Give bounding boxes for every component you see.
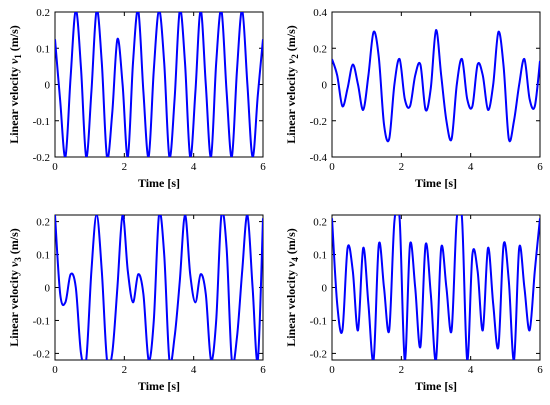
y-axis-label-suffix-4: (m/s) xyxy=(284,228,298,257)
y-tick-label-1-0: -0.2 xyxy=(33,152,50,164)
y-tick-label-4-3: 0.1 xyxy=(313,250,327,262)
x-tick-label-4-2: 4 xyxy=(468,364,474,376)
y-tick-label-1-1: -0.1 xyxy=(33,116,50,128)
x-tick-label-2-1: 2 xyxy=(399,161,405,173)
y-axis-label-prefix-4: Linear velocity xyxy=(284,267,298,347)
chart-panel-3: 0 2 4 6 -0.2 -0.1 0 0.1 0.2 Time [s] Linear veloci… xyxy=(7,214,266,393)
y-axis-label-subscript-4: 4 xyxy=(290,257,300,262)
y-tick-label-2-0: -0.4 xyxy=(310,152,328,164)
y-axis-label-prefix-2: Linear velocity xyxy=(284,64,298,144)
series-line-4-1 xyxy=(332,215,540,360)
y-axis-label-symbol-1: v xyxy=(7,58,21,64)
y-tick-label-3-2: 0 xyxy=(45,283,51,295)
y-axis-label-prefix-3: Linear velocity xyxy=(7,267,21,347)
y-tick-label-4-2: 0 xyxy=(322,283,328,295)
plot-area-3 xyxy=(54,214,264,361)
y-axis-label-subscript-3: 3 xyxy=(13,257,23,262)
x-tick-label-4-1: 2 xyxy=(399,364,405,376)
y-tick-label-3-3: 0.1 xyxy=(36,250,50,262)
y-axis-label-4: Linear velocity v4 (m/s) xyxy=(284,228,300,347)
y-tick-label-1-2: 0 xyxy=(45,80,51,92)
y-axis-label-symbol-3: v xyxy=(7,261,21,267)
y-axis-label-symbol-4: v xyxy=(284,261,298,267)
plot-area-1 xyxy=(54,11,264,158)
y-tick-label-1-4: 0.2 xyxy=(36,7,50,19)
series-line-2-1 xyxy=(332,29,540,143)
series-line-3-1 xyxy=(55,215,263,360)
x-axis-label-3: Time [s] xyxy=(138,379,180,393)
x-tick-label-1-3: 6 xyxy=(260,161,266,173)
y-tick-label-2-4: 0.4 xyxy=(313,7,327,19)
y-tick-label-3-0: -0.2 xyxy=(33,348,50,360)
x-tick-label-3-2: 4 xyxy=(191,364,197,376)
x-axis-label-1: Time [s] xyxy=(138,176,180,190)
y-axis-label-suffix-3: (m/s) xyxy=(7,228,21,257)
y-axis-label-subscript-1: 1 xyxy=(13,54,23,59)
y-tick-label-4-4: 0.2 xyxy=(313,217,327,229)
x-axis-label-4: Time [s] xyxy=(415,379,457,393)
y-axis-label-prefix-1: Linear velocity xyxy=(7,64,21,144)
chart-panel-2: 0 2 4 6 -0.4 -0.2 0 0.2 0.4 Time [s] Linear veloci… xyxy=(284,7,543,190)
chart-panel-1: 0 2 4 6 -0.2 -0.1 0 0.1 0.2 Time [s] Linear veloci… xyxy=(7,7,266,190)
x-tick-label-1-1: 2 xyxy=(122,161,128,173)
x-tick-label-2-2: 4 xyxy=(468,161,474,173)
y-axis-label-subscript-2: 2 xyxy=(290,54,300,59)
x-axis-label-2: Time [s] xyxy=(415,176,457,190)
y-tick-label-3-1: -0.1 xyxy=(33,315,50,327)
x-tick-label-3-0: 0 xyxy=(52,364,58,376)
y-tick-label-4-0: -0.2 xyxy=(310,348,327,360)
y-axis-label-3: Linear velocity v3 (m/s) xyxy=(7,228,23,347)
y-axis-label-suffix-2: (m/s) xyxy=(284,25,298,54)
y-tick-label-1-3: 0.1 xyxy=(36,43,50,55)
chart-panel-4: 0 2 4 6 -0.2 -0.1 0 0.1 0.2 Time [s] Linear veloci… xyxy=(284,214,543,393)
x-tick-label-3-3: 6 xyxy=(260,364,266,376)
y-axis-label-1: Linear velocity v1 (m/s) xyxy=(7,25,23,144)
x-tick-label-4-3: 6 xyxy=(537,364,543,376)
y-axis-label-symbol-2: v xyxy=(284,58,298,64)
y-axis-label-suffix-1: (m/s) xyxy=(7,25,21,54)
y-axis-label-2: Linear velocity v2 (m/s) xyxy=(284,25,300,144)
y-tick-label-3-4: 0.2 xyxy=(36,217,50,229)
x-tick-label-1-0: 0 xyxy=(52,161,58,173)
x-tick-label-4-0: 0 xyxy=(329,364,335,376)
x-tick-label-2-3: 6 xyxy=(537,161,543,173)
y-tick-label-2-3: 0.2 xyxy=(313,43,327,55)
y-tick-label-2-1: -0.2 xyxy=(310,116,327,128)
y-tick-label-4-1: -0.1 xyxy=(310,315,327,327)
x-tick-label-3-1: 2 xyxy=(122,364,128,376)
x-tick-label-1-2: 4 xyxy=(191,161,197,173)
series-line-1-1 xyxy=(55,12,263,157)
y-tick-label-2-2: 0 xyxy=(322,80,328,92)
x-tick-label-2-0: 0 xyxy=(329,161,335,173)
